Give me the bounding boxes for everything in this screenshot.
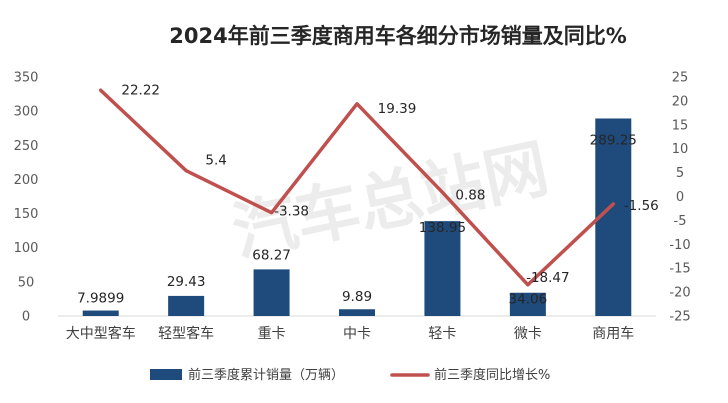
right-axis-tick-label: 0 [676,190,684,205]
right-axis-tick-label: 25 [672,71,689,86]
right-axis-tick-label: -15 [669,262,690,277]
line-data-label: -1.56 [624,198,659,214]
category-label: 轻型客车 [158,325,214,342]
line-data-label: -18.47 [526,270,570,286]
line-data-label: 0.88 [455,187,485,203]
left-axis-tick-label: 350 [14,71,39,86]
legend-line-label: 前三季度同比增长% [434,367,550,383]
right-axis-tick-label: -25 [669,310,690,325]
growth-line [98,88,616,287]
right-axis-tick-label: 10 [672,142,689,157]
line-data-label: 19.39 [378,101,417,117]
category-label: 商用车 [592,325,634,342]
bar-data-label: 7.9899 [77,291,124,307]
line-data-label: 5.4 [205,153,226,169]
left-axis-tick-label: 150 [14,207,39,222]
chart-title: 2024年前三季度商用车各细分市场销量及同比% [169,24,627,48]
legend-bar-label: 前三季度累计销量（万辆） [188,367,344,383]
bar-data-label: 34.06 [509,292,548,308]
bar-1 [168,295,205,316]
category-label: 轻卡 [428,326,456,342]
bar-data-label: 68.27 [252,247,291,263]
bar-data-label: 9.89 [342,289,372,305]
right-axis-tick-label: -5 [674,214,687,229]
legend-bar-swatch [150,369,182,380]
left-axis-tick-label: 50 [18,275,35,290]
bar-data-label: 138.95 [419,220,466,236]
bar-5 [509,292,546,316]
right-axis-tick-label: 5 [676,166,684,181]
right-axis-tick-label: 20 [672,94,689,109]
category-label: 中卡 [343,326,371,342]
left-axis-tick-label: 200 [14,173,39,188]
category-label: 微卡 [514,326,542,342]
bar-data-label: 29.43 [167,274,206,290]
category-label: 重卡 [258,326,286,342]
right-axis-tick-label: 15 [672,118,689,133]
bar-0 [82,310,119,316]
bar-2 [253,269,290,316]
right-axis-tick-label: -20 [669,286,690,301]
right-axis-tick-label: -10 [669,238,690,253]
left-axis-tick-label: 300 [14,105,39,120]
bar-data-label: 289.25 [590,132,637,148]
left-axis-tick-label: 100 [14,241,39,256]
left-axis-tick-label: 0 [22,310,30,325]
bar-4 [424,221,461,316]
category-label: 大中型客车 [66,325,136,342]
left-axis-tick-label: 250 [14,139,39,154]
line-data-label: -3.38 [274,204,309,220]
bar-3 [339,309,375,316]
line-data-label: 22.22 [121,82,160,98]
